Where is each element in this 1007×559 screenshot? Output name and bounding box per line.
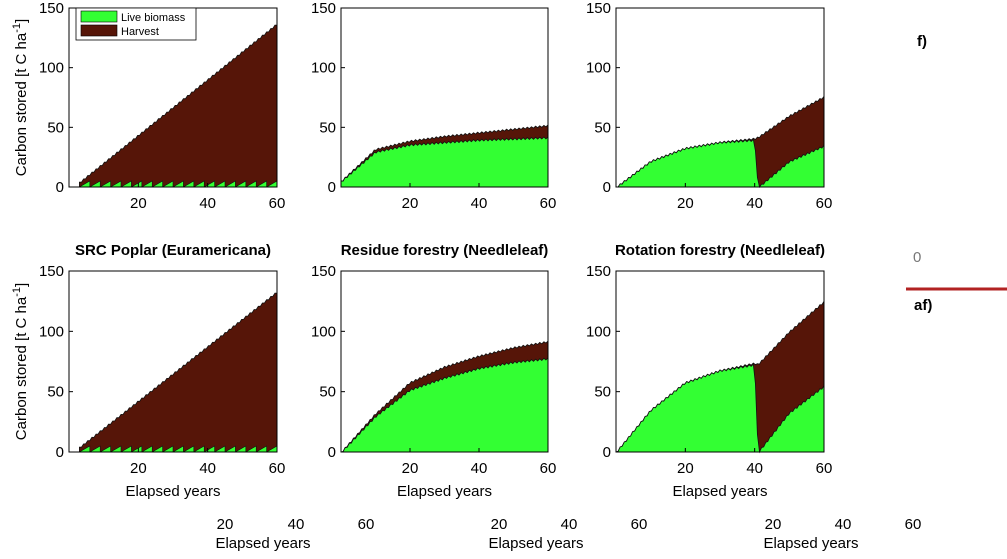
chart-panel-4: 0 50 100 150 20 40 60 SRC Poplar (Euramericana)… [11, 242, 285, 500]
ghost-x-axis-label: Elapsed years [215, 535, 310, 552]
y-tick-label: 0 [328, 179, 336, 196]
ghost-mid-zero: 0 [913, 249, 921, 266]
x-tick-label: 20 [130, 460, 147, 477]
x-tick-label: 40 [746, 195, 763, 212]
axes-box [615, 7, 825, 188]
ghost-x-tick-label: 60 [358, 516, 375, 533]
x-tick-label: 60 [816, 195, 833, 212]
live-biomass-area [340, 135, 549, 188]
ghost-x-tick-label: 40 [288, 516, 305, 533]
y-tick-label: 150 [39, 0, 64, 17]
y-tick-label: 100 [39, 323, 64, 340]
y-tick-label: 150 [586, 0, 611, 17]
y-tick-label: 0 [603, 444, 611, 461]
y-tick-label: 50 [319, 119, 336, 136]
x-tick-label: 60 [269, 195, 286, 212]
chart-panel-1: 0 50 100 150 20 40 60 Carbon stored [t C ha-1] [11, 0, 285, 212]
live-biomass-area [340, 356, 549, 453]
legend-swatch [80, 24, 118, 37]
y-axis-label: Carbon stored [t C ha-1] [11, 19, 30, 176]
x-tick-label: 60 [540, 460, 557, 477]
ghost-x-axis-label: Elapsed years [488, 535, 583, 552]
ghost-top-right-text: f) [917, 33, 927, 50]
y-tick-label: 0 [56, 179, 64, 196]
x-tick-label: 20 [402, 460, 419, 477]
x-tick-label: 20 [677, 460, 694, 477]
legend-label: Harvest [121, 26, 159, 38]
x-tick-label: 40 [199, 460, 216, 477]
x-tick-label: 60 [540, 195, 557, 212]
x-tick-label: 40 [471, 195, 488, 212]
legend: Live biomass Harvest [75, 7, 197, 41]
y-tick-label: 50 [319, 384, 336, 401]
x-tick-label: 40 [471, 460, 488, 477]
harvest-area [79, 292, 278, 453]
y-tick-label: 0 [603, 179, 611, 196]
y-tick-label: 150 [586, 263, 611, 280]
x-tick-label: 40 [199, 195, 216, 212]
chart-panel-6: 0 50 100 150 20 40 60 Rotation forestry (Needle… [586, 242, 832, 500]
y-tick-label: 100 [586, 323, 611, 340]
x-axis-label: Elapsed years [397, 483, 492, 500]
live-biomass-area [616, 138, 825, 188]
y-tick-label: 150 [311, 0, 336, 17]
ghost-x-tick-label: 60 [905, 516, 922, 533]
x-tick-label: 20 [677, 195, 694, 212]
x-tick-label: 60 [816, 460, 833, 477]
y-tick-label: 50 [47, 384, 64, 401]
ghost-x-axis-label: Elapsed years [763, 535, 858, 552]
x-axis-label: Elapsed years [672, 483, 767, 500]
legend-swatch [80, 10, 118, 23]
ghost-x-tick-label: 20 [491, 516, 508, 533]
y-tick-label: 0 [328, 444, 336, 461]
y-tick-label: 100 [586, 60, 611, 77]
ghost-x-tick-label: 60 [631, 516, 648, 533]
chart-title: Residue forestry (Needleleaf) [341, 242, 549, 259]
ghost-x-tick-label: 20 [765, 516, 782, 533]
x-tick-label: 60 [269, 460, 286, 477]
x-tick-label: 20 [402, 195, 419, 212]
y-tick-label: 150 [39, 263, 64, 280]
harvest-area [79, 24, 278, 188]
y-tick-label: 0 [56, 444, 64, 461]
live-biomass-area [615, 363, 825, 454]
ghost-x-tick-label: 40 [561, 516, 578, 533]
chart-panel-2: 0 50 100 150 20 40 60 [311, 0, 556, 212]
chart-panel-5: 0 50 100 150 20 40 60 Residue forestry (Needlel… [311, 242, 556, 500]
x-tick-label: 20 [130, 195, 147, 212]
ghost-x-tick-label: 40 [835, 516, 852, 533]
axes-box [615, 270, 825, 453]
y-tick-label: 100 [39, 60, 64, 77]
y-tick-label: 50 [594, 384, 611, 401]
y-tick-label: 100 [311, 323, 336, 340]
x-tick-label: 40 [746, 460, 763, 477]
y-tick-label: 150 [311, 263, 336, 280]
axes-box [68, 270, 278, 453]
legend-label: Live biomass [121, 12, 186, 24]
y-tick-label: 50 [47, 119, 64, 136]
axes-box [340, 270, 549, 453]
ghost-x-tick-label: 20 [217, 516, 234, 533]
axes-box [340, 7, 549, 188]
y-axis-label: Carbon stored [t C ha-1] [11, 283, 30, 440]
ghost-mid-right-text: af) [914, 297, 932, 314]
chart-panel-3: 0 50 100 150 20 40 60 [586, 0, 832, 212]
x-axis-label: Elapsed years [125, 483, 220, 500]
y-tick-label: 50 [594, 119, 611, 136]
chart-title: Rotation forestry (Needleleaf) [615, 242, 825, 259]
y-tick-label: 100 [311, 60, 336, 77]
chart-title: SRC Poplar (Euramericana) [75, 242, 271, 259]
